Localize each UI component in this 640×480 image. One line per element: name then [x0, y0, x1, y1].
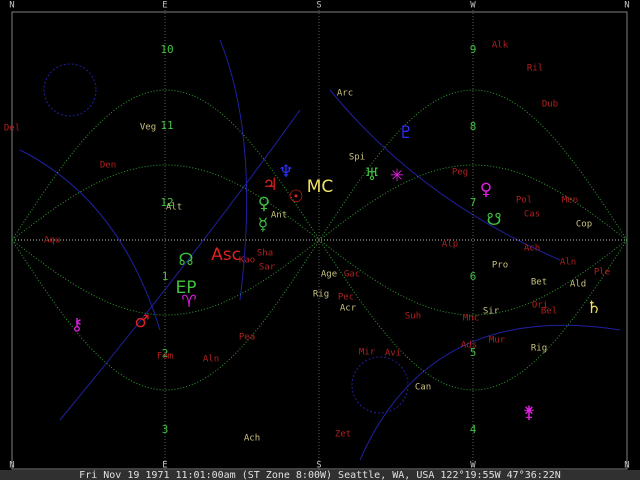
star-label: Avi [385, 349, 401, 359]
star-label: Bet [531, 278, 547, 288]
house-number: 2 [162, 347, 169, 360]
cluster [43, 63, 97, 117]
star-label: Mir [359, 348, 376, 358]
house-number: 6 [470, 270, 477, 283]
compass-label: S [316, 461, 321, 471]
planet-glyph: ♇ [398, 123, 413, 143]
star-label: Pol [516, 196, 532, 206]
star-label: Arc [337, 89, 353, 99]
house-number: 7 [470, 196, 477, 209]
star-label: Bel [541, 307, 557, 317]
compass-label: S [316, 1, 321, 11]
star-label: Cop [576, 220, 592, 230]
star-label: Dub [542, 100, 558, 110]
star-label: Aln [560, 258, 576, 268]
star-label: Rig [313, 290, 329, 300]
star-label: Acr [340, 304, 357, 314]
house-number: 10 [160, 43, 173, 56]
status-text: Fri Nov 19 1971 11:01:00am (ST Zone 8:00… [79, 470, 561, 480]
compass-label: W [470, 1, 476, 11]
star-label: Cas [524, 210, 540, 220]
star-label: Alk [492, 41, 509, 51]
planet-glyph: ☊ [178, 250, 193, 270]
star-label: Alt [166, 203, 182, 213]
star-label: Ant [271, 211, 287, 221]
ecliptic-curves [11, 89, 628, 391]
house-number: 9 [470, 43, 477, 56]
star-label: Aln [203, 355, 219, 365]
planet-glyph: ☿ [258, 215, 268, 235]
planet-glyph: ♀ [480, 180, 492, 200]
star-label: Ads [461, 341, 477, 351]
star-label: Mur [489, 336, 506, 346]
star-label: Pec [338, 293, 354, 303]
star-label: Zet [335, 430, 351, 440]
cluster [351, 356, 409, 414]
star-label: Gac [344, 270, 360, 280]
planet-glyph: ♀ [258, 194, 270, 214]
star-label: Suh [405, 312, 421, 322]
planet-glyph: ☉ [288, 187, 303, 207]
planet-glyph: ⚷ [71, 315, 83, 335]
star-label: Veg [140, 123, 156, 133]
compass-label: N [624, 1, 629, 11]
compass-label: E [162, 1, 167, 11]
planet-glyph: ♈ [181, 292, 196, 312]
constellation-lines [19, 39, 621, 461]
house-number: 1 [162, 270, 169, 283]
meridians [12, 10, 627, 470]
star-label: Sar [259, 263, 276, 273]
star-label: Alp [442, 240, 458, 250]
compass-label: N [9, 1, 14, 11]
planet-glyph: ♄ [586, 298, 601, 318]
star-label: Mnc [463, 314, 479, 324]
star-label: Ach [244, 434, 260, 444]
star-label: Ori [532, 301, 548, 311]
star-label: Can [415, 383, 431, 393]
planet-glyph: ⚵ [523, 403, 535, 423]
house-number: 11 [160, 119, 173, 132]
star-label: Pea [239, 333, 255, 343]
compass-label: E [162, 461, 167, 471]
house-number: 8 [470, 120, 477, 133]
house-number: 4 [470, 423, 477, 436]
star-label: Den [100, 161, 116, 171]
star-label: Kao [239, 256, 255, 266]
compass-label: N [624, 461, 629, 471]
planet-glyph: ♃ [262, 175, 277, 195]
star-label: Pro [492, 261, 508, 271]
star-label: Ril [527, 64, 543, 74]
planet-glyph: ♂ [134, 312, 149, 332]
planet-glyph: Asc [211, 245, 241, 265]
planet-glyph: ☋ [486, 210, 501, 230]
house-number: 12 [160, 196, 173, 209]
compass-label: W [470, 461, 476, 471]
planet-glyph: EP [176, 278, 197, 298]
star-label: Ple [594, 268, 610, 278]
star-label: Aqu [44, 236, 60, 246]
curve [11, 89, 628, 391]
grid-curves [19, 39, 621, 461]
star-label: Fem [157, 352, 173, 362]
house-number: 5 [470, 346, 477, 359]
planet-glyph: MC [307, 177, 334, 197]
planet-glyph: ✳ [390, 166, 404, 186]
house-number: 3 [162, 423, 169, 436]
status-bar [0, 470, 640, 480]
star-label: Sir [483, 307, 500, 317]
star-label: Spi [349, 153, 365, 163]
star-label: Rig [531, 344, 547, 354]
star-label: Peg [452, 168, 468, 178]
star-label: Sha [257, 249, 273, 259]
star-label: Del [4, 124, 20, 134]
planet-glyph: ♅ [364, 165, 379, 185]
star-label: Ald [570, 280, 586, 290]
planet-glyph: ♆ [278, 162, 293, 182]
star-label: Age [321, 270, 337, 280]
star-label: Men [562, 196, 578, 206]
star-label: Ach [524, 244, 540, 254]
compass-label: N [9, 461, 14, 471]
